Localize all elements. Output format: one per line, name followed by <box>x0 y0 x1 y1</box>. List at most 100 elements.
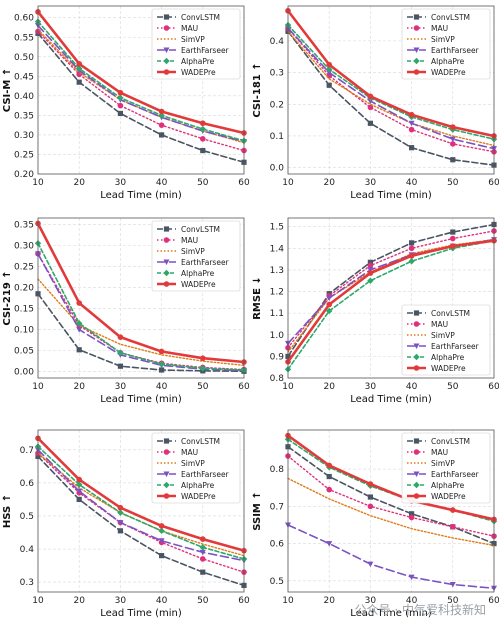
data-point <box>409 145 415 151</box>
y-tick-label: 0.5 <box>270 577 284 587</box>
x-tick-label: 30 <box>115 596 127 606</box>
series-line <box>37 20 245 142</box>
x-tick-label: 20 <box>323 382 335 392</box>
y-tick-label: 0.55 <box>14 33 34 43</box>
data-point <box>117 349 124 356</box>
legend-label: AlphaPre <box>181 481 215 490</box>
data-point <box>76 476 82 483</box>
series-line <box>287 239 495 371</box>
x-tick-label: 50 <box>197 596 209 606</box>
legend-label: AlphaPre <box>431 353 465 362</box>
legend-marker <box>163 57 170 65</box>
data-point <box>408 514 415 521</box>
legend-label: WADEPre <box>181 280 216 289</box>
plot-frame <box>287 217 495 379</box>
data-point <box>158 348 165 355</box>
y-tick-label: 0.7 <box>270 502 284 512</box>
y-tick-label: 1.5 <box>270 223 284 233</box>
data-point <box>200 147 206 154</box>
y-tick-label: 0.00 <box>14 368 34 378</box>
data-point <box>76 61 82 67</box>
data-point <box>408 245 415 252</box>
data-point <box>159 553 165 559</box>
y-tick-label: 0.50 <box>14 53 34 63</box>
y-tick-label: 0.40 <box>14 92 34 102</box>
y-tick-label: 0.8 <box>270 374 285 384</box>
data-point <box>367 503 374 510</box>
x-tick-label: 50 <box>447 178 459 188</box>
legend-label: MAU <box>431 320 448 329</box>
legend-label: SimVP <box>431 331 455 340</box>
data-point <box>76 347 82 353</box>
data-point <box>326 473 332 480</box>
y-axis-label: HSS ↑ <box>2 494 13 528</box>
data-point <box>326 295 333 301</box>
x-tick-label: 40 <box>406 178 418 188</box>
series-line <box>286 434 496 521</box>
series-line <box>287 24 495 140</box>
data-point <box>409 240 415 246</box>
legend-label: EarthFarseer <box>431 46 480 55</box>
data-point <box>450 124 456 130</box>
x-tick-label: 60 <box>238 382 250 392</box>
legend-label: ConvLSTM <box>181 13 220 22</box>
y-axis-label: CSI-219 ↑ <box>2 270 13 325</box>
y-tick-label: 0.1 <box>270 132 284 142</box>
legend: ConvLSTM MAU SimVP EarthFarseer AlphaPre WADE… <box>151 220 241 292</box>
data-point <box>326 82 332 88</box>
legend-marker <box>163 493 170 499</box>
data-point <box>158 122 165 128</box>
data-point <box>367 259 373 265</box>
series-line <box>37 449 245 562</box>
data-point <box>76 65 83 72</box>
y-tick-label: 0.8 <box>270 465 285 475</box>
series-line <box>37 445 245 560</box>
data-point <box>200 120 206 127</box>
series-line <box>287 477 495 547</box>
data-point <box>117 509 124 516</box>
data-point <box>158 523 165 529</box>
x-tick-label: 10 <box>282 178 294 188</box>
legend-label: WADEPre <box>431 68 466 77</box>
legend-marker <box>413 353 420 361</box>
x-tick-label: 40 <box>156 382 168 392</box>
legend-label: EarthFarseer <box>181 46 230 55</box>
data-point <box>408 111 415 118</box>
legend-label: AlphaPre <box>431 481 465 490</box>
plot-frame <box>37 5 245 175</box>
data-point <box>367 104 374 111</box>
y-tick-label: 0.0 <box>270 164 285 174</box>
data-point <box>450 229 456 235</box>
legend-label: EarthFarseer <box>431 342 480 351</box>
data-point <box>326 486 333 493</box>
data-point <box>326 541 333 547</box>
y-tick-label: 0.25 <box>14 150 34 160</box>
x-axis-label: Lead Time (min) <box>100 190 182 201</box>
chart-panel-3: 10 20 30 40 50 60 0.00 0.05 0.10 0.15 0.20 0.25 0.30… <box>2 217 250 405</box>
legend-marker <box>413 481 420 489</box>
series-line <box>287 30 495 147</box>
x-tick-label: 30 <box>365 382 377 392</box>
data-point <box>449 136 456 143</box>
y-axis-label: SSIM ↑ <box>252 491 263 531</box>
data-point <box>158 112 165 119</box>
legend-marker <box>413 365 420 371</box>
data-point <box>408 574 415 581</box>
legend-label: ConvLSTM <box>431 13 470 22</box>
data-point <box>408 258 415 265</box>
plot-frame <box>37 429 245 593</box>
legend-label: SimVP <box>181 35 205 44</box>
legend-label: WADEPre <box>181 68 216 77</box>
y-tick-label: 1.3 <box>270 266 284 276</box>
x-tick-label: 40 <box>156 596 168 606</box>
data-point <box>200 536 206 542</box>
chart-panel-2: 10 20 30 40 50 60 0.0 0.1 0.2 0.3 0.4 Lead Time (mi… <box>252 5 499 201</box>
plot-frame <box>37 217 245 379</box>
legend-label: MAU <box>181 236 198 245</box>
legend-marker <box>413 14 420 20</box>
data-point <box>367 481 374 487</box>
legend-label: SimVP <box>181 459 205 468</box>
y-axis-label: RMSE ↓ <box>252 276 263 320</box>
data-point <box>117 334 124 340</box>
legend-marker <box>163 69 170 75</box>
